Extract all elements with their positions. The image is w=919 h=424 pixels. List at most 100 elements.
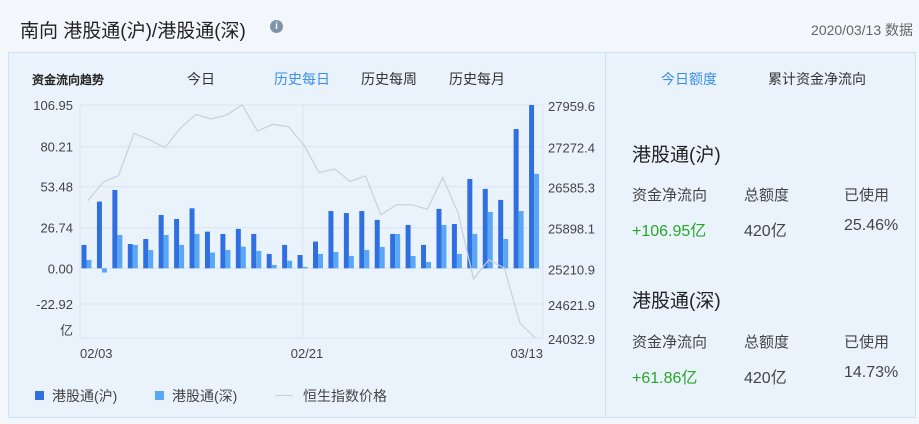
legend-swatch xyxy=(155,391,164,400)
total-quota-label: 总额度 xyxy=(744,187,790,204)
bar-hk-sz xyxy=(534,173,540,269)
bar-hk-sh xyxy=(251,233,257,269)
bar-hk-sh xyxy=(390,233,396,269)
bar-hk-sz xyxy=(364,249,370,269)
bar-hk-sh xyxy=(467,178,473,269)
bar-hk-sz xyxy=(395,233,401,269)
bar-hk-sh xyxy=(174,218,180,269)
right-axis-tick: 27272.4 xyxy=(548,141,595,156)
right-axis-tick: 26585.3 xyxy=(548,181,595,196)
bar-hk-sh xyxy=(436,208,442,269)
bar-hk-sh xyxy=(189,208,195,269)
legend-item-hk-sz[interactable]: 港股通(深) xyxy=(155,386,237,406)
right-axis-tick: 25210.9 xyxy=(548,262,595,277)
bar-hk-sh xyxy=(297,255,303,269)
bar-hk-sz xyxy=(456,253,462,269)
bar-hk-sh xyxy=(451,224,457,269)
used-value: 25.46% xyxy=(844,217,899,234)
used-label: 已使用 xyxy=(844,334,890,351)
bar-hk-sh xyxy=(498,199,504,269)
bar-hk-sh xyxy=(513,129,519,269)
bar-hk-sh xyxy=(313,241,318,269)
bar-hk-sz xyxy=(472,233,478,269)
left-axis-tick: -22.92 xyxy=(36,297,73,312)
legend-label: 恒生指数价格 xyxy=(303,388,387,404)
bar-hk-sh xyxy=(421,244,427,269)
bar-hk-sh xyxy=(158,215,164,269)
left-axis-tick: 106.95 xyxy=(33,98,73,113)
legend-label: 港股通(沪) xyxy=(52,388,118,404)
legend-item-hk-sh[interactable]: 港股通(沪) xyxy=(35,386,117,406)
bar-hk-sz xyxy=(503,238,509,269)
right-axis-tick: 25898.1 xyxy=(548,222,595,237)
data-date: 2020/03/13 数据 xyxy=(811,22,913,38)
bar-hk-sh xyxy=(235,228,241,269)
left-axis-tick: 0.00 xyxy=(48,261,73,276)
bar-hk-sh xyxy=(143,238,149,269)
bar-hk-sz xyxy=(348,255,354,269)
bar-hk-sz xyxy=(209,252,215,269)
legend-label: 港股通(深) xyxy=(172,388,238,404)
quota-sz-title: 港股通(深) xyxy=(632,291,721,312)
bar-hk-sh xyxy=(266,253,272,269)
info-icon[interactable]: i xyxy=(270,20,283,33)
quota-sh-title: 港股通(沪) xyxy=(632,145,721,166)
x-axis-tick: 02/21 xyxy=(291,346,324,361)
total-quota-value: 420亿 xyxy=(744,223,787,240)
bar-hk-sh xyxy=(328,211,334,269)
bar-hk-sz xyxy=(132,244,138,269)
bar-hk-sz xyxy=(441,224,447,269)
tab-history-monthly[interactable]: 历史每月 xyxy=(449,71,505,87)
tab-cumulative-net-flow[interactable]: 累计资金净流向 xyxy=(768,71,866,87)
bar-hk-sz xyxy=(117,235,123,269)
quota-panel xyxy=(606,52,916,418)
chart-panel xyxy=(8,52,606,418)
bar-hk-sh xyxy=(359,211,365,269)
left-axis-tick: 53.48 xyxy=(40,180,73,195)
bar-hk-sz xyxy=(287,260,293,269)
left-axis-tick: 26.74 xyxy=(40,221,73,236)
page-title: 南向 港股通(沪)/港股通(深) xyxy=(20,21,246,42)
bar-hk-sh xyxy=(529,105,535,269)
bar-hk-sz xyxy=(302,266,308,269)
bar-hk-sh xyxy=(127,244,133,269)
legend-item-hsi[interactable]: 恒生指数价格 xyxy=(275,386,387,406)
x-axis-tick: 03/13 xyxy=(510,346,543,361)
bar-hk-sh xyxy=(374,219,380,269)
x-axis-tick: 02/03 xyxy=(80,346,113,361)
bar-hk-sh xyxy=(343,213,349,269)
total-quota-label: 总额度 xyxy=(744,334,790,351)
tab-today-quota[interactable]: 今日额度 xyxy=(661,71,717,87)
hsi-price-line xyxy=(87,104,536,339)
bar-hk-sz xyxy=(86,259,92,269)
left-axis-tick: 80.21 xyxy=(40,140,73,155)
bar-hk-sz xyxy=(148,249,154,269)
bar-hk-sz xyxy=(240,246,246,269)
bar-hk-sz xyxy=(179,244,185,269)
used-label: 已使用 xyxy=(844,187,890,204)
chart-section-label: 资金流向趋势 xyxy=(32,73,105,87)
bar-hk-sz xyxy=(256,250,262,269)
tab-history-weekly[interactable]: 历史每周 xyxy=(361,71,417,87)
bar-hk-sz xyxy=(333,251,339,269)
bar-hk-sz xyxy=(410,255,416,269)
net-flow-label: 资金净流向 xyxy=(632,334,708,351)
bar-hk-sz xyxy=(518,211,524,269)
used-value: 14.73% xyxy=(844,364,899,381)
legend-swatch xyxy=(35,391,44,400)
tab-history-daily[interactable]: 历史每日 xyxy=(274,71,330,87)
bar-hk-sh xyxy=(112,189,118,269)
net-flow-value: +106.95亿 xyxy=(632,223,707,240)
tab-today[interactable]: 今日 xyxy=(187,71,215,87)
bar-hk-sz xyxy=(271,264,277,269)
right-axis-tick: 24032.9 xyxy=(548,332,595,347)
right-axis-tick: 27959.6 xyxy=(548,99,595,114)
bar-hk-sz xyxy=(101,268,107,273)
total-quota-value: 420亿 xyxy=(744,370,787,387)
bar-hk-sh xyxy=(282,244,288,269)
bar-hk-sh xyxy=(204,231,210,269)
net-flow-label: 资金净流向 xyxy=(632,187,708,204)
bar-hk-sz xyxy=(194,233,200,269)
bar-hk-sz xyxy=(225,249,231,269)
